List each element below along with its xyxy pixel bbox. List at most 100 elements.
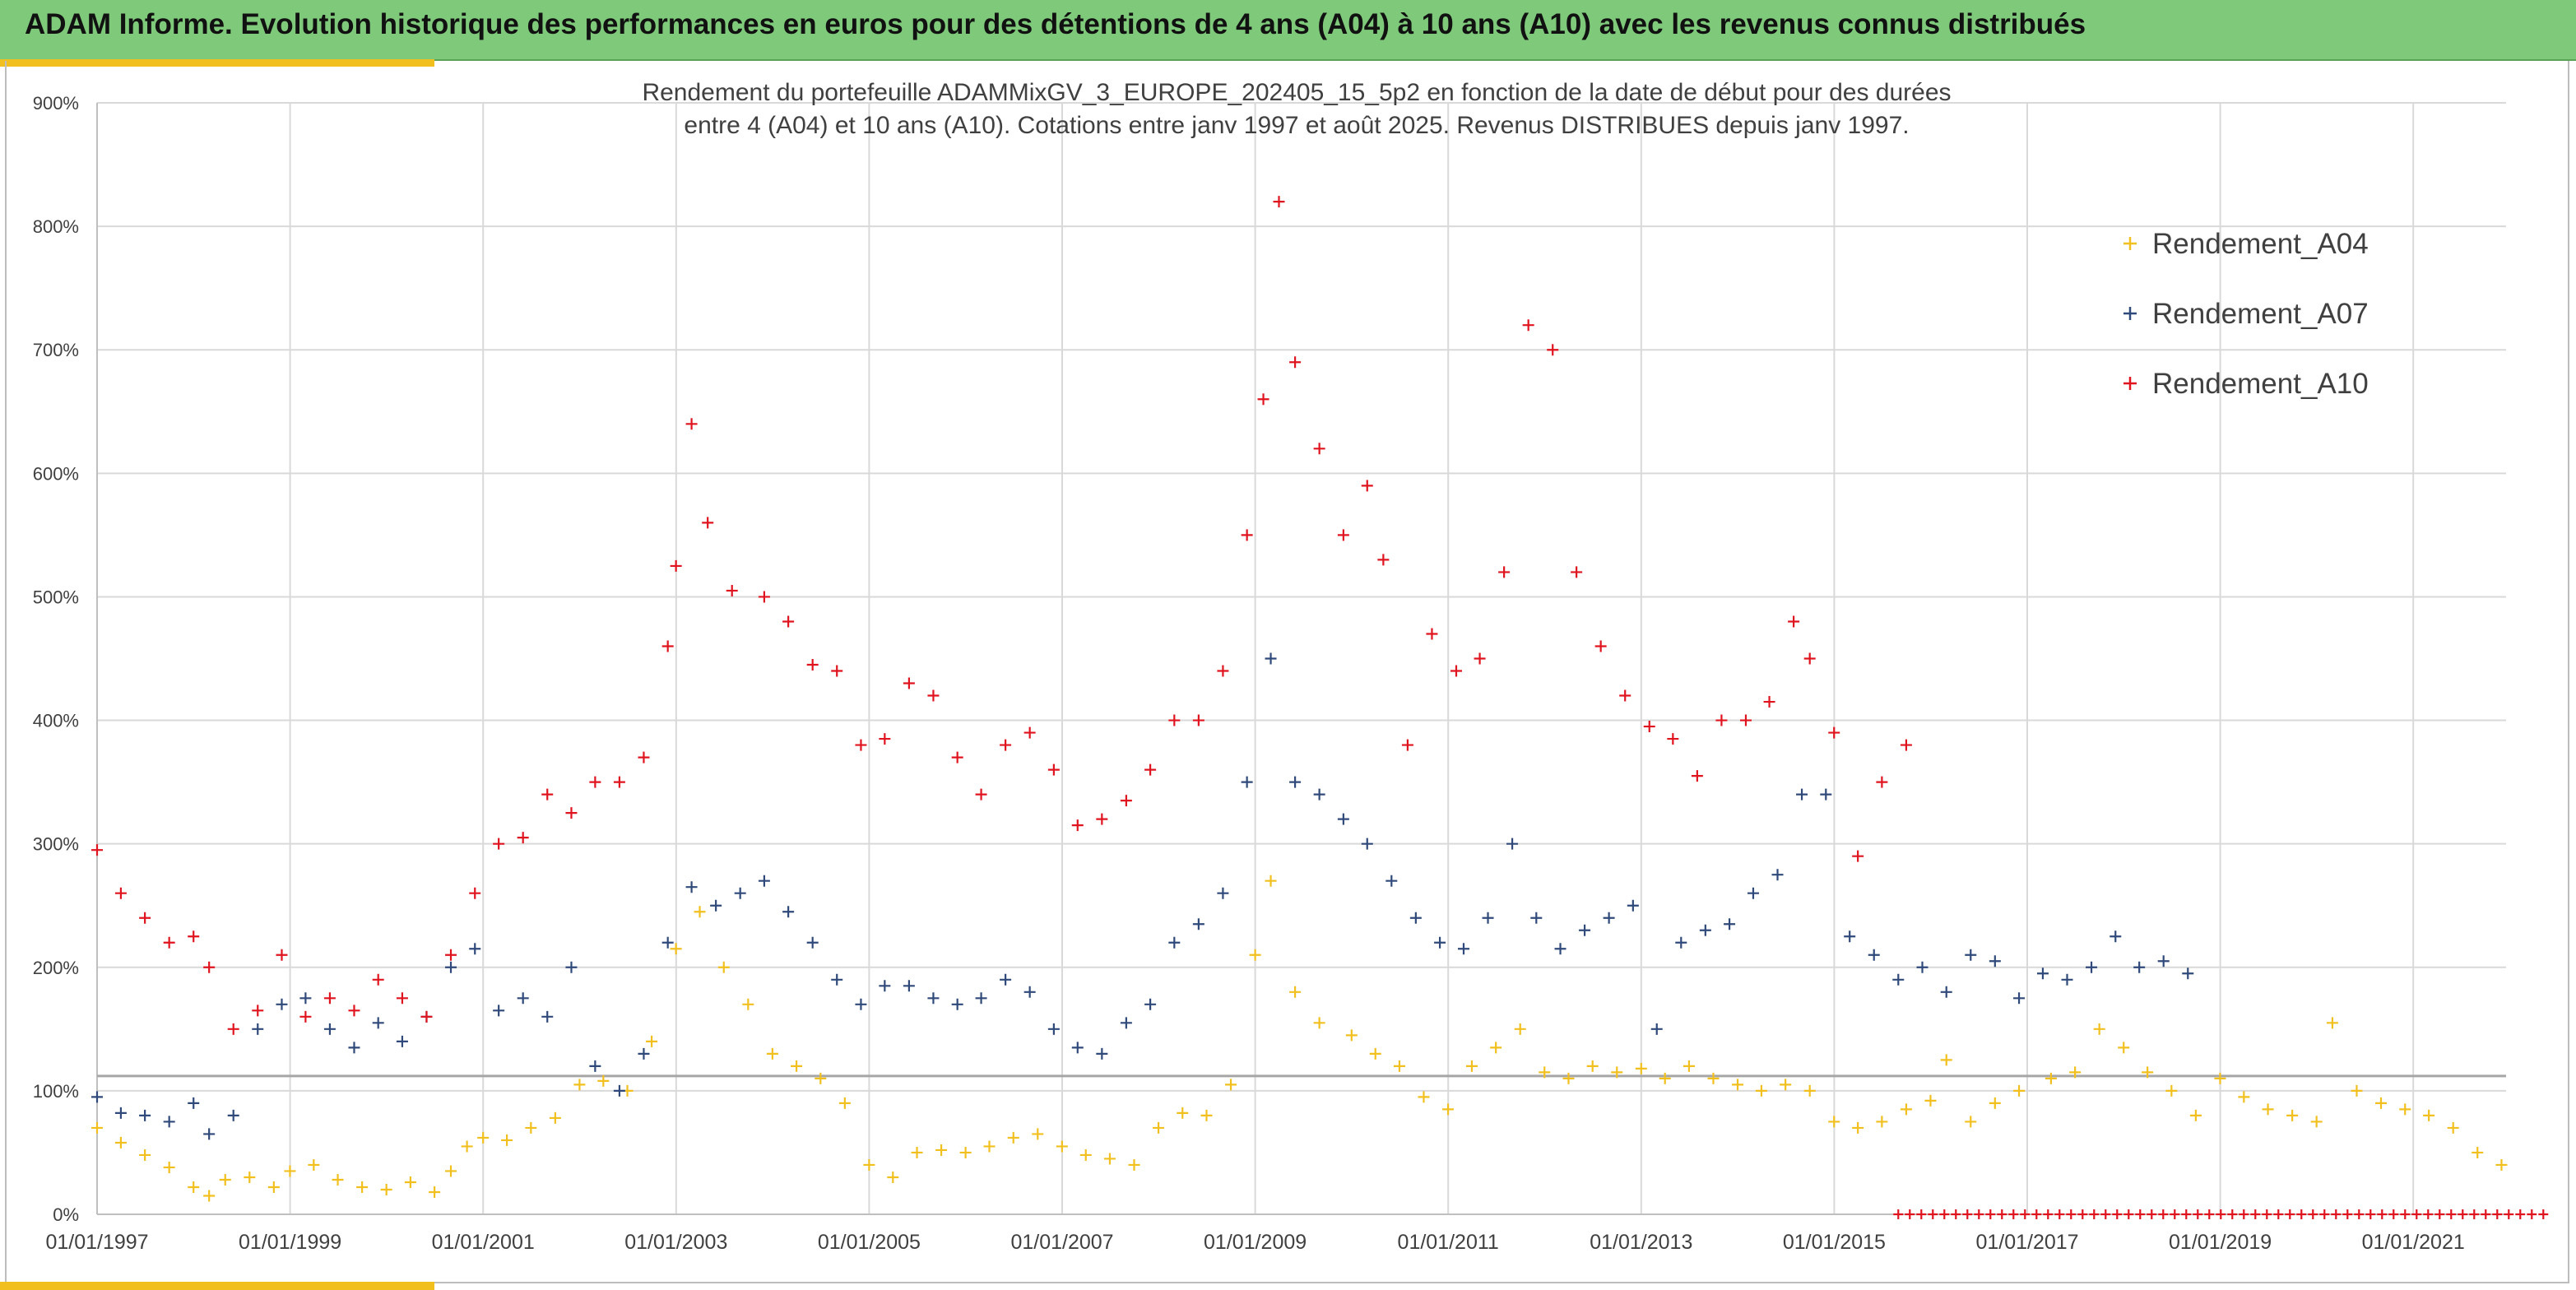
data-point xyxy=(1289,986,1302,998)
data-point xyxy=(2262,1209,2272,1219)
data-point xyxy=(2133,961,2146,973)
data-point xyxy=(1997,1209,2007,1219)
data-point xyxy=(1120,795,1132,807)
data-point xyxy=(356,1181,369,1193)
data-point xyxy=(2434,1209,2445,1219)
data-point xyxy=(1047,763,1060,776)
data-point xyxy=(685,881,698,893)
data-point xyxy=(1071,1042,1084,1054)
data-point xyxy=(1265,875,1277,887)
data-point xyxy=(983,1140,996,1153)
data-point xyxy=(2193,1209,2203,1219)
data-point xyxy=(348,1042,360,1054)
data-point xyxy=(1047,1023,1060,1035)
data-point xyxy=(1217,665,1229,677)
data-point xyxy=(1023,986,1036,998)
series-layer xyxy=(91,196,2549,1219)
data-point xyxy=(1939,1209,1950,1219)
data-point xyxy=(139,1109,151,1121)
data-point xyxy=(1177,1107,1189,1119)
data-point xyxy=(1788,615,1800,628)
legend-item: Rendement_A04 xyxy=(2123,228,2369,260)
data-point xyxy=(1442,1103,1455,1116)
data-point xyxy=(613,1084,625,1097)
data-point xyxy=(2527,1209,2537,1219)
data-point xyxy=(91,844,103,856)
data-point xyxy=(1603,912,1615,924)
data-point xyxy=(2089,1209,2100,1219)
data-point xyxy=(2054,1209,2065,1219)
data-point xyxy=(2118,1042,2130,1054)
data-point xyxy=(1032,1128,1044,1140)
data-point xyxy=(1747,887,1759,899)
data-point xyxy=(1289,776,1302,788)
data-point xyxy=(1707,1072,1720,1084)
data-point xyxy=(549,1111,561,1124)
y-tick-label: 200% xyxy=(33,958,79,978)
data-point xyxy=(2135,1209,2146,1219)
data-point xyxy=(1771,869,1784,881)
data-point xyxy=(685,418,698,430)
data-point xyxy=(2061,973,2073,986)
y-tick-label: 400% xyxy=(33,711,79,731)
data-point xyxy=(2250,1209,2261,1219)
data-point xyxy=(1763,696,1775,708)
data-point xyxy=(2342,1209,2353,1219)
data-point xyxy=(139,1148,151,1161)
report-title: ADAM Informe. Evolution historique des p… xyxy=(25,8,2086,40)
data-point xyxy=(1490,1042,1502,1054)
data-point xyxy=(1393,1060,1405,1072)
data-point xyxy=(284,1165,296,1177)
data-point xyxy=(2331,1209,2342,1219)
legend-label: Rendement_A04 xyxy=(2152,228,2369,260)
y-tick-label: 100% xyxy=(33,1081,79,1102)
data-point xyxy=(1192,714,1204,726)
data-point xyxy=(1683,1060,1695,1072)
data-point xyxy=(638,751,650,763)
data-point xyxy=(1313,443,1325,455)
data-point xyxy=(694,906,706,918)
data-point xyxy=(2354,1209,2365,1219)
data-point xyxy=(565,961,578,973)
data-point xyxy=(323,992,336,1005)
data-point xyxy=(1780,1079,1792,1091)
data-point xyxy=(2285,1209,2295,1219)
data-point xyxy=(1803,652,1816,665)
data-point xyxy=(2400,1209,2411,1219)
data-point xyxy=(1434,936,1446,949)
data-point xyxy=(1940,1054,1952,1066)
data-point xyxy=(1650,1023,1663,1035)
data-point xyxy=(2189,1109,2202,1121)
data-point xyxy=(1594,640,1607,652)
data-point xyxy=(710,899,722,912)
data-point xyxy=(445,949,457,961)
data-point xyxy=(1120,1017,1132,1029)
data-point xyxy=(267,1181,280,1193)
data-point xyxy=(1820,788,1832,800)
data-point xyxy=(525,1121,537,1134)
data-point xyxy=(2182,968,2194,980)
x-tick-label: 01/01/2009 xyxy=(1204,1231,1307,1254)
data-point xyxy=(2238,1091,2250,1103)
data-point xyxy=(252,1023,264,1035)
data-point xyxy=(589,776,601,788)
data-point xyxy=(299,1010,312,1023)
data-point xyxy=(2504,1209,2514,1219)
data-point xyxy=(1506,838,1519,850)
data-point xyxy=(2375,1097,2388,1109)
x-tick-label: 01/01/2003 xyxy=(624,1231,727,1254)
data-point xyxy=(1965,1116,1977,1128)
data-point xyxy=(517,992,529,1005)
data-point xyxy=(445,1165,457,1177)
data-point xyxy=(91,1091,103,1103)
data-point xyxy=(927,992,940,1005)
data-point xyxy=(1023,726,1036,739)
data-point xyxy=(2458,1209,2468,1219)
data-point xyxy=(1893,1209,1904,1219)
data-point xyxy=(2036,968,2049,980)
data-point xyxy=(1571,566,1583,578)
data-point xyxy=(2308,1209,2318,1219)
y-tick-label: 900% xyxy=(33,93,79,114)
data-point xyxy=(2142,1066,2154,1079)
